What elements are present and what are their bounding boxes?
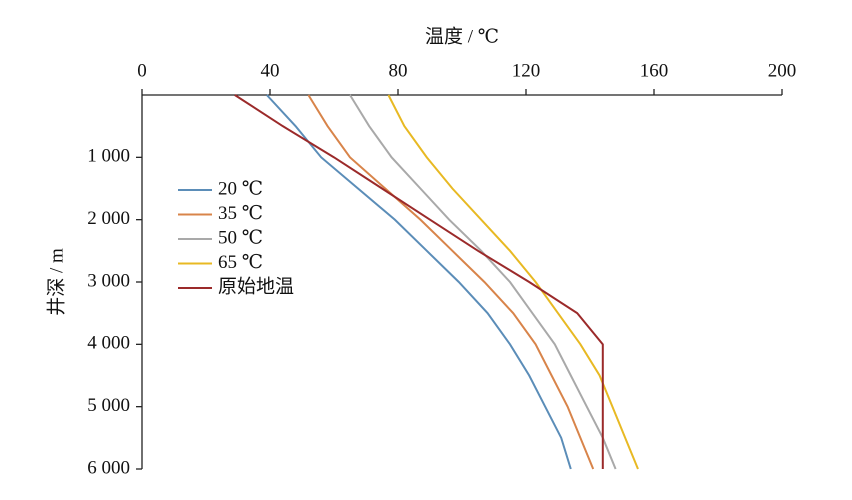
- legend-label: 50 ℃: [218, 227, 263, 248]
- y-tick-label: 5 000: [87, 395, 130, 416]
- x-tick-label: 0: [137, 60, 147, 81]
- legend-label: 65 ℃: [218, 252, 263, 273]
- y-tick-label: 4 000: [87, 333, 130, 354]
- x-axis-label: 温度 / ℃: [425, 25, 499, 47]
- y-axis-label: 井深 / m: [45, 248, 67, 316]
- series-line: [266, 94, 572, 470]
- series-line: [349, 94, 617, 470]
- legend-label: 35 ℃: [218, 203, 263, 224]
- x-tick-label: 80: [389, 60, 408, 81]
- x-tick-label: 160: [640, 60, 669, 81]
- x-tick-label: 120: [512, 60, 541, 81]
- series-line: [307, 94, 595, 470]
- y-tick-label: 1 000: [87, 146, 130, 167]
- x-tick-label: 40: [261, 60, 280, 81]
- y-tick-label: 3 000: [87, 270, 130, 291]
- y-tick-label: 6 000: [87, 457, 130, 478]
- series-line: [387, 94, 639, 470]
- y-tick-label: 2 000: [87, 208, 130, 229]
- x-tick-label: 200: [768, 60, 797, 81]
- legend-label: 20 ℃: [218, 178, 263, 199]
- series-line: [234, 94, 604, 469]
- legend-label: 原始地温: [218, 275, 294, 297]
